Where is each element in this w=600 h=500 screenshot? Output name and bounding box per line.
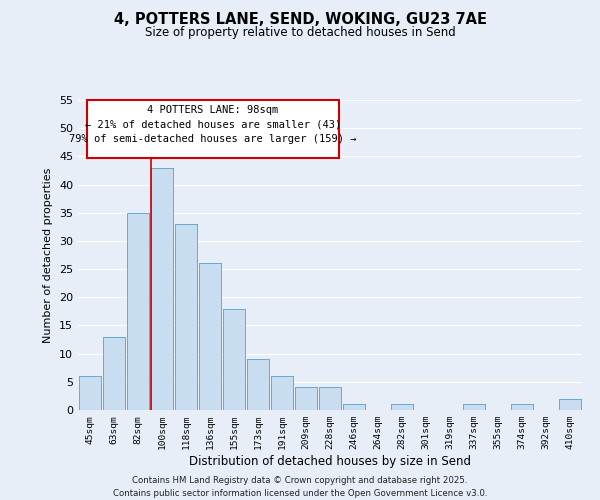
Bar (247, 360, 269, 410)
Bar (199, 264, 221, 410)
Bar (295, 388, 317, 410)
Bar (343, 404, 365, 410)
Bar (391, 404, 413, 410)
X-axis label: Distribution of detached houses by size in Send: Distribution of detached houses by size … (189, 455, 471, 468)
Bar (559, 398, 581, 410)
Bar (391, 404, 413, 410)
Bar (103, 336, 125, 410)
Bar (151, 168, 173, 410)
Bar (559, 398, 581, 410)
Bar (343, 404, 365, 410)
Bar (151, 168, 173, 410)
Bar (511, 404, 533, 410)
Y-axis label: Number of detached properties: Number of detached properties (43, 168, 53, 342)
Bar (175, 224, 197, 410)
Bar (247, 360, 269, 410)
Bar (175, 224, 197, 410)
Bar (223, 308, 245, 410)
Bar (79, 376, 101, 410)
Bar (103, 336, 125, 410)
Bar (127, 212, 149, 410)
Bar (463, 404, 485, 410)
Bar (463, 404, 485, 410)
Bar (271, 376, 293, 410)
Bar (271, 376, 293, 410)
Bar (79, 376, 101, 410)
Bar (199, 264, 221, 410)
Bar (127, 212, 149, 410)
Bar (319, 388, 341, 410)
Text: Contains HM Land Registry data © Crown copyright and database right 2025.
Contai: Contains HM Land Registry data © Crown c… (113, 476, 487, 498)
Text: Size of property relative to detached houses in Send: Size of property relative to detached ho… (145, 26, 455, 39)
Text: 4, POTTERS LANE, SEND, WOKING, GU23 7AE: 4, POTTERS LANE, SEND, WOKING, GU23 7AE (113, 12, 487, 28)
Bar (295, 388, 317, 410)
Text: 4 POTTERS LANE: 98sqm
← 21% of detached houses are smaller (43)
79% of semi-deta: 4 POTTERS LANE: 98sqm ← 21% of detached … (69, 105, 357, 144)
Bar (319, 388, 341, 410)
Bar (511, 404, 533, 410)
Bar (223, 308, 245, 410)
